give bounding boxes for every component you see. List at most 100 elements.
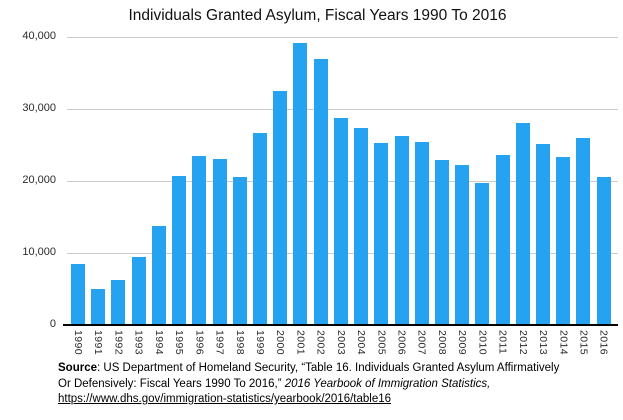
bar-1998 bbox=[232, 177, 247, 325]
x-tick-slot-1994: 1994 bbox=[152, 330, 166, 355]
x-tick-slot-1995: 1995 bbox=[172, 330, 186, 355]
x-tick-label-1998: 1998 bbox=[233, 330, 246, 355]
bar-2005 bbox=[374, 143, 389, 325]
bar-1992 bbox=[111, 280, 126, 325]
x-tick-slot-2000: 2000 bbox=[273, 330, 287, 355]
bar-1996 bbox=[192, 156, 207, 325]
gridline-30000 bbox=[67, 109, 618, 110]
x-tick-slot-1997: 1997 bbox=[213, 330, 227, 355]
x-tick-label-2009: 2009 bbox=[456, 330, 469, 355]
x-tick-label-2006: 2006 bbox=[395, 330, 408, 355]
x-tick-slot-1999: 1999 bbox=[253, 330, 267, 355]
x-tick-label-2005: 2005 bbox=[375, 330, 388, 355]
x-tick-label-2015: 2015 bbox=[577, 330, 590, 355]
bar-1995 bbox=[172, 176, 187, 325]
x-tick-slot-2011: 2011 bbox=[496, 330, 510, 355]
bar-2006 bbox=[394, 136, 409, 325]
x-tick-slot-1998: 1998 bbox=[233, 330, 247, 355]
x-tick-label-1994: 1994 bbox=[152, 330, 165, 355]
x-tick-slot-2008: 2008 bbox=[435, 330, 449, 355]
x-tick-label-1993: 1993 bbox=[132, 330, 145, 355]
bar-2014 bbox=[556, 157, 571, 325]
x-tick-label-1992: 1992 bbox=[112, 330, 125, 355]
x-tick-slot-2001: 2001 bbox=[293, 330, 307, 355]
x-tick-slot-2015: 2015 bbox=[576, 330, 590, 355]
x-tick-label-1995: 1995 bbox=[173, 330, 186, 355]
bar-2010 bbox=[475, 183, 490, 325]
plot-area bbox=[63, 37, 618, 326]
x-tick-label-2013: 2013 bbox=[537, 330, 550, 355]
x-tick-label-2004: 2004 bbox=[355, 330, 368, 355]
bar-2009 bbox=[455, 165, 470, 325]
x-tick-slot-2016: 2016 bbox=[597, 330, 611, 355]
x-tick-label-2003: 2003 bbox=[334, 330, 347, 355]
y-tick-label-30000: 30,000 bbox=[22, 102, 56, 114]
x-tick-label-1996: 1996 bbox=[193, 330, 206, 355]
x-tick-label-2007: 2007 bbox=[415, 330, 428, 355]
bar-2001 bbox=[293, 43, 308, 325]
x-tick-slot-2003: 2003 bbox=[334, 330, 348, 355]
y-tick-label-40000: 40,000 bbox=[22, 30, 56, 42]
bar-2004 bbox=[354, 128, 369, 325]
bar-2013 bbox=[536, 144, 551, 325]
x-tick-label-1991: 1991 bbox=[92, 330, 105, 355]
x-tick-label-1999: 1999 bbox=[253, 330, 266, 355]
source-line2: Or Defensively: Fiscal Years 1990 To 201… bbox=[58, 377, 285, 390]
bar-1999 bbox=[252, 133, 267, 325]
x-tick-slot-1990: 1990 bbox=[71, 330, 85, 355]
bar-2000 bbox=[273, 91, 288, 325]
y-tick-label-10000: 10,000 bbox=[22, 246, 56, 258]
x-tick-label-2002: 2002 bbox=[314, 330, 327, 355]
source-line1: : US Department of Homeland Security, “T… bbox=[97, 362, 560, 374]
bars-row bbox=[67, 37, 618, 325]
source-label: Source bbox=[58, 362, 97, 374]
bar-2008 bbox=[434, 160, 449, 325]
bar-2015 bbox=[576, 138, 591, 325]
gridline-40000 bbox=[67, 37, 618, 38]
bar-1997 bbox=[212, 159, 227, 325]
y-tick-label-0: 0 bbox=[49, 318, 56, 330]
x-tick-slot-2010: 2010 bbox=[475, 330, 489, 355]
x-tick-label-2014: 2014 bbox=[557, 330, 570, 355]
x-tick-slot-2014: 2014 bbox=[556, 330, 570, 355]
x-tick-slot-2007: 2007 bbox=[415, 330, 429, 355]
x-tick-slot-1992: 1992 bbox=[111, 330, 125, 355]
bar-1990 bbox=[71, 264, 85, 325]
x-tick-slot-2012: 2012 bbox=[516, 330, 530, 355]
source-citation-italic: 2016 Yearbook of Immigration Statistics, bbox=[284, 377, 491, 390]
x-tick-slot-1996: 1996 bbox=[192, 330, 206, 355]
x-tick-label-2000: 2000 bbox=[274, 330, 287, 355]
bar-2016 bbox=[596, 177, 611, 325]
x-tick-label-2010: 2010 bbox=[476, 330, 489, 355]
x-axis-line bbox=[63, 324, 618, 326]
bar-1994 bbox=[151, 226, 166, 325]
x-axis-tick-labels: 1990 1991 1992 1993 1994 1995 1996 1997 1998 1999… bbox=[67, 330, 618, 355]
x-tick-label-2001: 2001 bbox=[294, 330, 307, 355]
x-tick-label-2011: 2011 bbox=[496, 330, 509, 355]
chart-title: Individuals Granted Asylum, Fiscal Years… bbox=[128, 7, 507, 24]
x-tick-label-2008: 2008 bbox=[435, 330, 448, 355]
bar-2002 bbox=[313, 59, 328, 325]
bar-1991 bbox=[91, 289, 106, 325]
x-tick-slot-2009: 2009 bbox=[455, 330, 469, 355]
x-tick-label-2016: 2016 bbox=[597, 330, 610, 355]
x-tick-label-2012: 2012 bbox=[516, 330, 529, 355]
bar-2007 bbox=[414, 142, 429, 325]
x-tick-slot-2006: 2006 bbox=[395, 330, 409, 355]
x-tick-label-1990: 1990 bbox=[72, 330, 84, 355]
x-tick-slot-2005: 2005 bbox=[374, 330, 388, 355]
x-tick-slot-2013: 2013 bbox=[536, 330, 550, 355]
source-note: Source: US Department of Homeland Securi… bbox=[58, 361, 603, 408]
bar-2003 bbox=[333, 118, 348, 325]
bar-2012 bbox=[515, 123, 530, 325]
x-tick-slot-2002: 2002 bbox=[314, 330, 328, 355]
x-tick-label-1997: 1997 bbox=[213, 330, 226, 355]
source-link[interactable]: https://www.dhs.gov/immigration-statisti… bbox=[58, 393, 392, 405]
x-tick-slot-2004: 2004 bbox=[354, 330, 368, 355]
bar-2011 bbox=[495, 155, 510, 325]
y-tick-label-20000: 20,000 bbox=[22, 174, 56, 186]
x-tick-slot-1993: 1993 bbox=[132, 330, 146, 355]
bar-1993 bbox=[131, 257, 146, 325]
x-tick-slot-1991: 1991 bbox=[91, 330, 105, 355]
